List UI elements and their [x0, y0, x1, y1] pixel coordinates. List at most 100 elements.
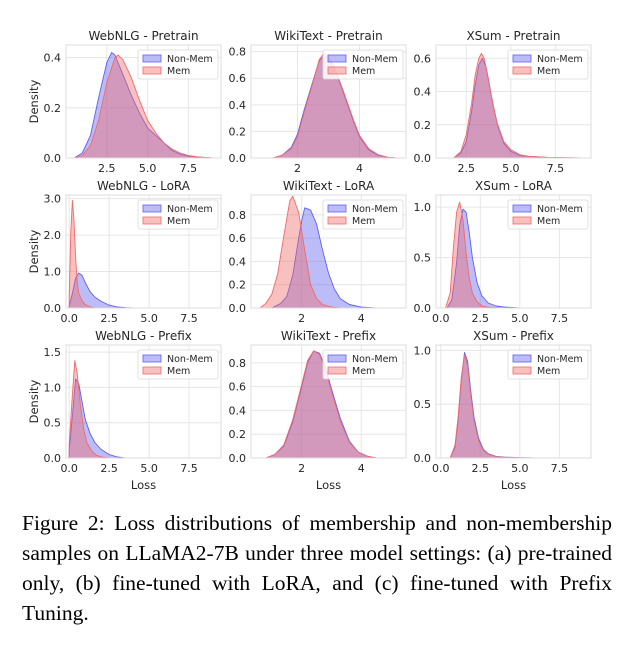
x-tick-label: 2: [294, 162, 301, 175]
y-tick-label: 0.5: [414, 252, 432, 265]
y-axis-label: Density: [27, 229, 41, 273]
y-axis-label: Density: [27, 379, 41, 423]
x-tick-label: 5.0: [502, 162, 520, 175]
x-tick-label: 4: [356, 162, 363, 175]
density-mem: [68, 200, 96, 309]
x-tick-label: 2.5: [98, 162, 116, 175]
legend-swatch-non-mem: [142, 204, 162, 213]
y-tick-label: 0.2: [229, 125, 247, 138]
x-tick-label: 7.5: [180, 462, 198, 475]
legend-box: [507, 199, 589, 230]
legend-label-non-mem: Non-Mem: [167, 204, 213, 215]
x-tick-label: 0.0: [432, 462, 450, 475]
legend-swatch-mem: [142, 66, 162, 75]
legend-label-non-mem: Non-Mem: [352, 204, 398, 215]
chart-panel-1: 2.5 5.0 7.5 0.0 0.2 0.4 WebNLG - Pretrain Densi…: [27, 29, 222, 175]
x-tick-label: 7.5: [180, 162, 198, 175]
x-tick-label: 4: [358, 462, 365, 475]
chart-panel-9: 0.0 2.5 5.0 7.5 0.0 0.5 1.0 XSum - Prefix Loss No…: [414, 329, 592, 492]
x-tick-label: 5.0: [139, 162, 157, 175]
y-tick-label: 0.0: [414, 452, 432, 465]
legend-swatch-non-mem: [327, 54, 347, 63]
x-tick-label: 7.5: [551, 312, 569, 325]
plot-frame: [250, 44, 407, 159]
x-tick-label: 2.5: [458, 162, 476, 175]
legend-label-mem: Mem: [537, 216, 560, 227]
legend-label-mem: Mem: [537, 366, 560, 377]
legend-label-non-mem: Non-Mem: [167, 54, 213, 65]
panel-title: XSum - LoRA: [475, 179, 553, 193]
x-axis-label: Loss: [501, 478, 526, 492]
y-tick-label: 0.4: [229, 255, 247, 268]
figure-caption: Figure 2: Loss distributions of membersh…: [22, 511, 612, 625]
density-mem: [73, 54, 214, 159]
density-mem: [259, 195, 341, 309]
y-tick-label: 0.4: [229, 404, 247, 417]
density-non-mem: [446, 208, 521, 309]
x-tick-label: 0.0: [432, 312, 450, 325]
legend-swatch-non-mem: [327, 204, 347, 213]
plot-frame: [65, 44, 222, 159]
y-tick-label: 3.0: [44, 193, 62, 206]
panel-title: WebNLG - LoRA: [97, 179, 191, 193]
legend-swatch-non-mem: [142, 54, 162, 63]
density-mem: [68, 360, 110, 459]
y-tick-label: 0.8: [229, 209, 247, 222]
y-tick-label: 1.0: [414, 344, 432, 357]
y-tick-label: 1.0: [44, 266, 62, 279]
x-axis-label: Loss: [316, 478, 341, 492]
plot-frame: [435, 44, 592, 159]
y-tick-label: 0.6: [229, 232, 247, 245]
legend-swatch-mem: [512, 216, 532, 225]
y-tick-label: 0.2: [229, 279, 247, 292]
y-tick-label: 0.0: [44, 152, 62, 165]
y-tick-label: 0.5: [44, 417, 62, 430]
plot-frame: [65, 344, 222, 459]
x-tick-label: 2: [298, 462, 305, 475]
legend-label-mem: Mem: [352, 216, 375, 227]
panel-title: WikiText - LoRA: [283, 179, 375, 193]
legend-label-non-mem: Non-Mem: [537, 54, 583, 65]
x-tick-label: 5.0: [511, 462, 529, 475]
legend-swatch-mem: [142, 216, 162, 225]
y-tick-label: 0.0: [414, 302, 432, 315]
x-axis-label: Loss: [131, 478, 156, 492]
x-tick-label: 2.5: [100, 462, 118, 475]
y-tick-label: 0.4: [44, 52, 62, 65]
legend-box: [507, 349, 589, 380]
legend-label-non-mem: Non-Mem: [537, 204, 583, 215]
density-mem: [265, 350, 377, 459]
y-tick-label: 0.0: [229, 152, 247, 165]
x-tick-label: 7.5: [551, 462, 569, 475]
legend-box: [137, 349, 219, 380]
x-tick-label: 2: [298, 312, 305, 325]
y-tick-label: 0.0: [44, 452, 62, 465]
plot-frame: [435, 194, 592, 309]
y-tick-label: 0.6: [229, 72, 247, 85]
y-tick-label: 0.0: [229, 452, 247, 465]
legend-swatch-mem: [142, 366, 162, 375]
x-tick-label: 2.5: [472, 312, 490, 325]
legend-box: [507, 49, 589, 80]
x-tick-label: 4: [358, 312, 365, 325]
y-tick-label: 0.2: [229, 428, 247, 441]
legend-swatch-non-mem: [512, 354, 532, 363]
legend-label-mem: Mem: [352, 66, 375, 77]
chart-panel-3: 2.5 5.0 7.5 0.0 0.2 0.4 0.6 XSum - Pretrain Non-…: [414, 29, 592, 175]
y-tick-label: 0.5: [414, 398, 432, 411]
y-tick-label: 1.0: [44, 381, 62, 394]
legend-label-non-mem: Non-Mem: [167, 354, 213, 365]
y-tick-label: 0.4: [229, 99, 247, 112]
y-tick-label: 1.5: [44, 346, 62, 359]
legend-swatch-mem: [327, 216, 347, 225]
y-tick-label: 0.8: [229, 46, 247, 59]
legend-box: [137, 199, 219, 230]
y-tick-label: 0.0: [229, 302, 247, 315]
legend-label-mem: Mem: [352, 366, 375, 377]
y-tick-label: 0.0: [414, 152, 432, 165]
